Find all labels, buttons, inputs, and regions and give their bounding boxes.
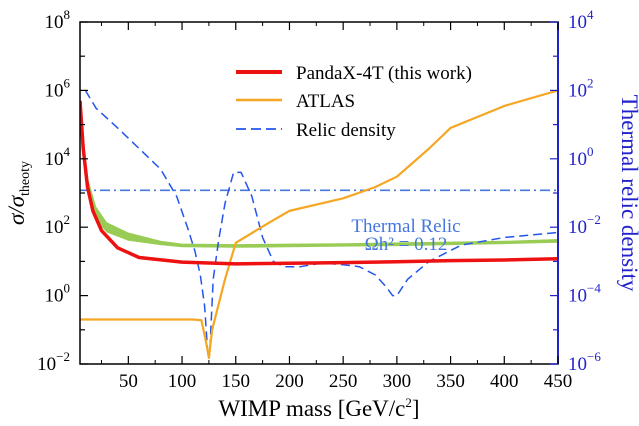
y-axis-title-sub: theoty [18, 161, 33, 196]
x-tick-label-300: 300 [383, 371, 412, 392]
series-line-atlas [80, 89, 558, 360]
x-tick-label-50: 50 [119, 371, 138, 392]
x-tick-label-100: 100 [168, 371, 197, 392]
sensitivity-band [87, 176, 558, 248]
y2-tick-label--4: 10−4 [568, 281, 601, 307]
band-layer [87, 176, 558, 248]
y-tick-label-2: 102 [45, 212, 71, 238]
y-tick-label-0: 100 [45, 281, 71, 307]
x-tick-label-150: 150 [222, 371, 251, 392]
y-axis-title: σ/σtheoty [4, 161, 33, 225]
x-tick-label-250: 250 [329, 371, 358, 392]
legend-label-pandax: PandaX-4T (this work) [296, 63, 472, 84]
series-line-pandax-4t-this-work [80, 100, 558, 266]
y2-tick-label--2: 10−2 [568, 212, 601, 238]
series-layer [80, 89, 558, 360]
y2-axis-title: Thermal relic density [617, 95, 639, 292]
y2-tick-label-2: 102 [568, 75, 594, 101]
x-tick-label-350: 350 [436, 371, 465, 392]
thermal-relic-label: Thermal Relic [351, 216, 460, 237]
legend-label-relic: Relic density [296, 120, 396, 141]
y2-tick-label-4: 104 [568, 7, 594, 33]
x-tick-label-200: 200 [275, 371, 304, 392]
x-axis-title-base: WIMP mass [GeV/c [218, 396, 405, 421]
x-tick-label-400: 400 [490, 371, 519, 392]
legend-label-atlas: ATLAS [296, 91, 355, 112]
plot-background [80, 22, 558, 364]
series-line-relic-density [84, 90, 558, 355]
x-axis-title-sup: 2 [405, 395, 412, 410]
thermal-relic-value: Ωh² = 0.12 [365, 234, 448, 255]
x-tick-label-450: 450 [544, 371, 573, 392]
y-tick-label-8: 108 [45, 7, 71, 33]
y-tick-label--2: 10−2 [37, 349, 70, 375]
x-axis-title-tail: ] [412, 396, 420, 421]
y-tick-label-6: 106 [45, 75, 71, 101]
y2-tick-label-0: 100 [568, 144, 594, 170]
y2-tick-label--6: 10−6 [568, 349, 601, 375]
legend: PandaX-4T (this work) ATLAS Relic densit… [236, 63, 472, 141]
x-axis-title: WIMP mass [GeV/c2] [218, 395, 419, 421]
y-tick-label-4: 104 [45, 144, 71, 170]
ticks-layer: 50 100 150 200 250 300 350 400 450 10−2 100 102 104 1… [37, 7, 601, 392]
